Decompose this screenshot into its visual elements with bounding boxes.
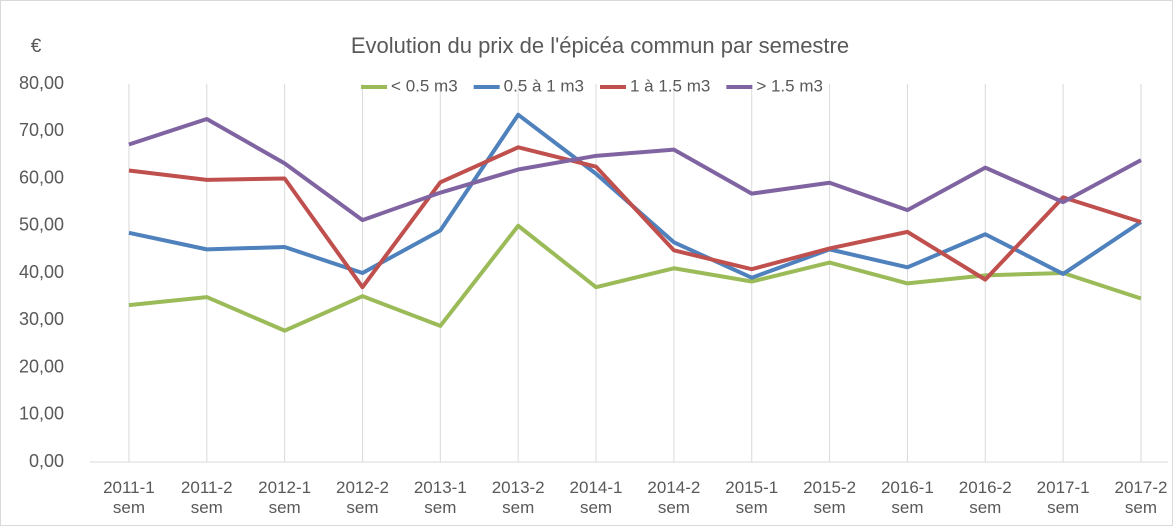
- y-tick-label: 40,00: [19, 262, 64, 282]
- legend-label: 1 à 1.5 m3: [630, 76, 710, 95]
- legend-label: 0.5 à 1 m3: [504, 76, 584, 95]
- line-series: [128, 116, 1142, 223]
- x-tick-label: 2012-1 sem: [258, 478, 312, 517]
- x-tick-label: 2015-2 sem: [803, 478, 857, 517]
- x-tick-label: 2011-2 sem: [180, 478, 233, 517]
- x-tick-label: 2014-1 sem: [569, 478, 623, 517]
- x-tick-label: 2017-2 sem: [1114, 478, 1168, 517]
- x-tick-label: 2015-1 sem: [725, 478, 779, 517]
- y-axis-label: €: [31, 36, 42, 57]
- chart-title: Evolution du prix de l'épicéa commun par…: [351, 33, 849, 58]
- y-tick-label: 20,00: [19, 356, 64, 376]
- line-series: [128, 223, 1142, 333]
- x-tick-label: 2011-1 sem: [103, 478, 155, 517]
- y-tick-label: 80,00: [19, 73, 64, 93]
- legend-label: > 1.5 m3: [756, 76, 823, 95]
- y-tick-label: 30,00: [19, 309, 64, 329]
- x-tick-label: 2013-1 sem: [413, 478, 467, 517]
- x-tick-label: 2014-2 sem: [647, 478, 701, 517]
- y-tick-label: 50,00: [19, 215, 64, 235]
- y-tick-label: 70,00: [19, 120, 64, 140]
- x-tick-label: 2012-2 sem: [336, 478, 389, 517]
- x-tick-label: 2017-1 sem: [1036, 478, 1090, 517]
- y-tick-label: 0,00: [29, 451, 64, 471]
- y-tick-label: 10,00: [19, 404, 64, 424]
- legend-label: < 0.5 m3: [391, 76, 458, 95]
- x-tick-label: 2013-2 sem: [491, 478, 545, 517]
- x-tick-label: 2016-1 sem: [880, 478, 934, 517]
- line-series: [128, 145, 1142, 290]
- y-tick-label: 60,00: [19, 167, 64, 187]
- x-tick-label: 2016-2 sem: [958, 478, 1012, 517]
